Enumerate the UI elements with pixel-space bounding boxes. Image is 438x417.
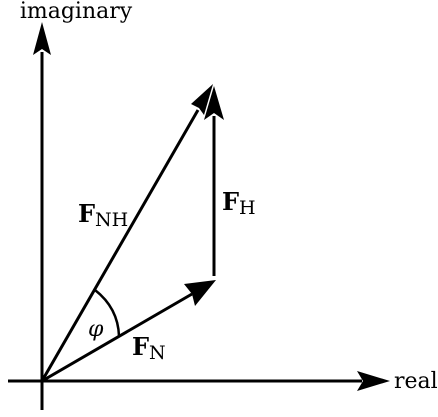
vector-f-nh (40, 84, 213, 382)
vector-f-nh-symbol: F (78, 199, 95, 228)
real-axis-label: real (394, 369, 438, 394)
vector-f-h-symbol: F (222, 187, 239, 216)
vector-f-h (204, 86, 224, 276)
imaginary-axis (33, 22, 51, 410)
vector-f-n-symbol: F (132, 332, 149, 361)
vector-f-nh-label: FNH (78, 199, 128, 231)
real-axis (8, 371, 390, 391)
vector-f-n (41, 280, 216, 383)
vector-f-n-subscript: N (149, 342, 166, 364)
imaginary-axis-arrowhead (33, 22, 51, 55)
vector-f-h-arrowhead (204, 86, 224, 120)
vector-f-nh-arrowhead (191, 84, 213, 115)
imaginary-axis-label: imaginary (20, 0, 133, 24)
angle-phi-label: φ (88, 317, 104, 342)
vector-f-n-arrowhead (184, 280, 216, 306)
vector-f-n-label: FN (132, 332, 166, 364)
vector-f-h-label: FH (222, 187, 256, 219)
real-axis-arrowhead (357, 371, 390, 391)
vector-f-nh-subscript: NH (95, 209, 128, 231)
vector-f-h-subscript: H (239, 197, 256, 219)
angle-arc (94, 289, 121, 337)
